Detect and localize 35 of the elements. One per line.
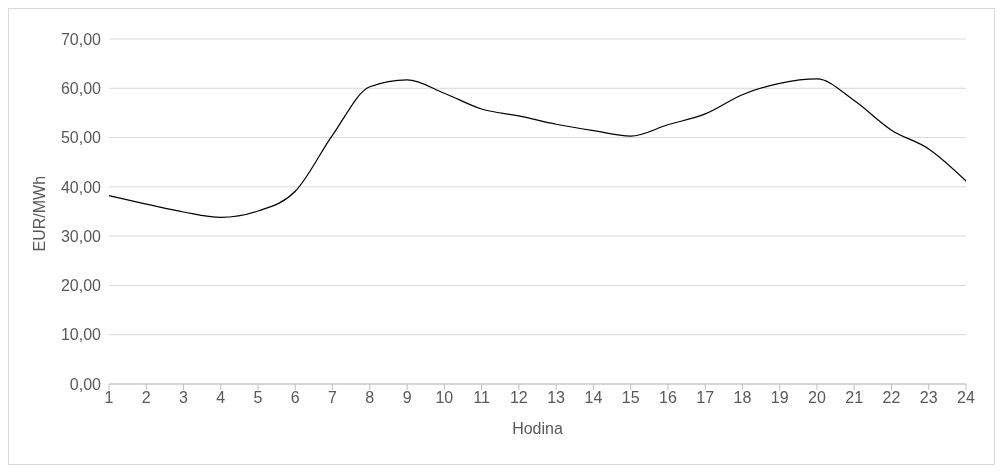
y-tick-label: 20,00	[60, 277, 102, 295]
x-tick-label: 4	[216, 389, 226, 407]
y-tick-label: 70,00	[60, 30, 102, 48]
x-tick-label: 10	[435, 389, 454, 407]
y-tick-label: 30,00	[60, 227, 102, 245]
x-tick-label: 1	[104, 389, 114, 407]
y-tick-label: 0,00	[69, 375, 102, 393]
y-tick-label: 40,00	[60, 178, 102, 196]
x-tick-label: 17	[696, 389, 715, 407]
x-tick-label: 20	[808, 389, 826, 407]
x-tick-label: 7	[328, 389, 338, 407]
x-tick-label: 8	[365, 389, 375, 407]
x-tick-label: 24	[957, 389, 975, 407]
x-tick-label: 19	[770, 389, 789, 407]
x-tick-label: 18	[733, 389, 752, 407]
x-tick-label: 2	[141, 389, 151, 407]
y-tick-label: 10,00	[60, 326, 102, 344]
x-tick-label: 16	[659, 389, 677, 407]
x-tick-label: 9	[402, 389, 412, 407]
line-series	[109, 78, 966, 219]
x-tick-label: 3	[179, 389, 189, 407]
y-axis-title: EUR/MWh	[30, 175, 48, 252]
y-tick-label: 50,00	[60, 129, 102, 147]
x-tick-label: 6	[290, 389, 300, 407]
x-tick-label: 22	[882, 389, 901, 407]
x-tick-label: 13	[547, 389, 566, 407]
x-tick-label: 14	[584, 389, 603, 407]
x-tick-label: 21	[845, 389, 864, 407]
x-tick-label: 11	[473, 389, 491, 407]
x-tick-label: 12	[509, 389, 528, 407]
y-tick-label: 60,00	[60, 79, 102, 97]
x-tick-label: 5	[253, 389, 263, 407]
x-tick-label: 23	[919, 389, 938, 407]
x-tick-label: 15	[621, 389, 640, 407]
x-axis-title: Hodina	[512, 420, 563, 437]
